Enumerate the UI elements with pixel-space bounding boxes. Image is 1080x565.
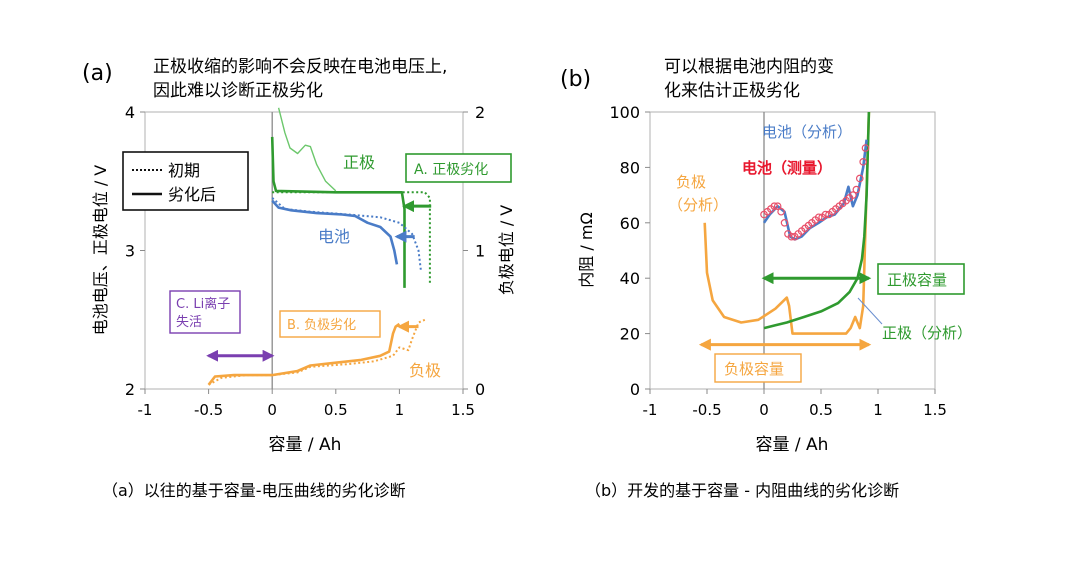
panel-b-series-1-positive (763, 111, 871, 330)
panel-b-ytick-label: 0 (630, 380, 640, 399)
panel-b: (b) 可以根据电池内阻的变 化来估计正极劣化 -1 -0.5 0 0.5 1 1.5 0 2… (560, 57, 972, 500)
panel-b-ytick-label: 40 (620, 269, 640, 288)
panel-a-xtick-label: -1 (138, 401, 153, 419)
panel-b-note-line2: 化来估计正极劣化 (664, 81, 800, 101)
box-b-negative-degradation (279, 310, 381, 338)
panel-b-caption: （b）开发的基于容量 - 内阻曲线的劣化诊断 (585, 481, 899, 500)
panel-a-xtick-label: 0.5 (324, 401, 348, 419)
panel-a-ylabel-right: 负极电位 / V (497, 205, 516, 296)
panel-a-xtick-label: 1.5 (451, 401, 475, 419)
legend-label-degraded: 劣化后 (168, 185, 216, 204)
label-negative: 负极 (409, 361, 441, 380)
panel-b-xtick-label: -0.5 (692, 401, 721, 419)
panel-a-letter: (a) (82, 61, 113, 86)
box-c-label-line1: C. Li离子 (176, 296, 230, 312)
panel-a-series-0-positive-initial (272, 191, 431, 286)
panel-b-ytick-label: 100 (609, 103, 640, 122)
box-b-label: B. 负极劣化 (287, 318, 356, 333)
panel-b-ylabel: 内阻 / mΩ (577, 212, 596, 287)
panel-b-axes: -1 -0.5 0 0.5 1 1.5 0 20 40 60 80 100 (609, 103, 946, 419)
box-a-label: A. 正极劣化 (414, 162, 488, 178)
panel-b-measured-point (861, 144, 870, 152)
panel-a-series-1-positive-degraded (270, 136, 406, 288)
panel-b-measured-point (814, 213, 823, 222)
panel-b-xtick-label: -1 (643, 401, 658, 419)
panel-b-measured-point (855, 174, 864, 183)
panel-b-xlabel: 容量 / Ah (756, 435, 829, 455)
label-cell-analysis: 电池（分析） (762, 123, 852, 141)
panel-a-xtick-label: 1 (395, 401, 405, 419)
panel-b-ytick-label: 20 (620, 325, 640, 344)
panel-b-xtick-label: 1 (873, 401, 883, 419)
panel-b-annotations (698, 272, 872, 351)
panel-a: (a) 正极收缩的影响不会反映在电池电压上, 因此难以诊断正极劣化 -1 -0.5… (82, 57, 516, 500)
label-cell: 电池 (318, 227, 350, 246)
label-positive-capacity: 正极容量 (887, 271, 947, 289)
box-positive-capacity (877, 263, 965, 295)
panel-b-note-line1: 可以根据电池内阻的变 (664, 57, 834, 77)
legend-label-initial: 初期 (168, 161, 200, 180)
panel-a-ytick-label: 2 (125, 380, 135, 399)
label-negative-analysis-line2: （分析） (668, 196, 728, 214)
panel-b-measured-point (777, 207, 785, 216)
panel-a-ytick-right-label: 1 (475, 242, 485, 261)
panel-b-xtick-label: 1.5 (923, 401, 947, 419)
panel-a-xtick-label: 0 (267, 401, 277, 419)
box-c-li-ion-loss (169, 290, 241, 334)
panel-a-note-line1: 正极收缩的影响不会反映在电池电压上, (153, 57, 447, 77)
panel-b-measured-point (859, 158, 867, 166)
panel-a-xlabel: 容量 / Ah (269, 435, 342, 455)
label-positive-analysis: 正极（分析） (882, 324, 972, 342)
panel-b-measured-point (849, 191, 857, 199)
panel-b-plot-frame (649, 111, 936, 390)
panel-b-xtick-label: 0.5 (809, 401, 833, 419)
panel-a-annotations (206, 200, 432, 362)
panel-b-ytick-label: 80 (620, 158, 640, 177)
panel-a-series-3-cell-initial (271, 197, 422, 272)
panel-a-ytick-right-label: 0 (475, 380, 485, 399)
label-positive: 正极 (343, 153, 375, 172)
panel-b-letter: (b) (560, 67, 591, 92)
panel-a-xtick-label: -0.5 (194, 401, 223, 419)
panel-a-axes: -1 -0.5 0 0.5 1 1.5 2 3 4 0 1 2 (125, 103, 485, 419)
panel-b-ytick-label: 60 (620, 214, 640, 233)
panel-b-measured-point (787, 232, 796, 241)
panel-a-ytick-right-label: 2 (475, 103, 485, 122)
panel-b-measured-point (821, 210, 830, 219)
label-negative-capacity: 负极容量 (724, 360, 784, 378)
panel-b-measured-point (852, 185, 861, 194)
panel-a-series-4-cell-degraded (271, 199, 399, 265)
panel-a-ytick-label: 4 (125, 103, 135, 122)
panel-b-measured-point (780, 219, 789, 227)
panel-a-series (207, 107, 431, 386)
panel-b-series (703, 111, 871, 335)
label-cell-measured: 电池（测量） (742, 159, 832, 177)
panel-b-xtick-label: 0 (759, 401, 769, 419)
legend-box (122, 151, 249, 211)
panel-a-caption: （a）以往的基于容量-电压曲线的劣化诊断 (102, 481, 406, 500)
panel-a-ylabel: 电池电压、正极电位 / V (91, 165, 110, 336)
panel-a-series-6-negative-degraded (207, 322, 401, 386)
leader-positive-analysis (857, 297, 883, 325)
box-a-positive-degradation (405, 153, 512, 183)
label-negative-analysis-line1: 负极 (676, 173, 706, 191)
panel-a-note-line2: 因此难以诊断正极劣化 (153, 81, 323, 101)
panel-a-legend: 初期 劣化后 (122, 151, 249, 211)
panel-b-series-2-cell (762, 139, 868, 241)
panel-b-measured-point (770, 202, 779, 210)
panel-a-series-2-positive_light-extension (277, 107, 337, 192)
box-negative-capacity (714, 353, 802, 383)
panel-a-ytick-label: 3 (125, 242, 135, 261)
panel-b-measured-point (773, 202, 782, 210)
panel-b-series-0-negative (703, 111, 871, 335)
box-c-label-line2: 失活 (176, 315, 202, 330)
